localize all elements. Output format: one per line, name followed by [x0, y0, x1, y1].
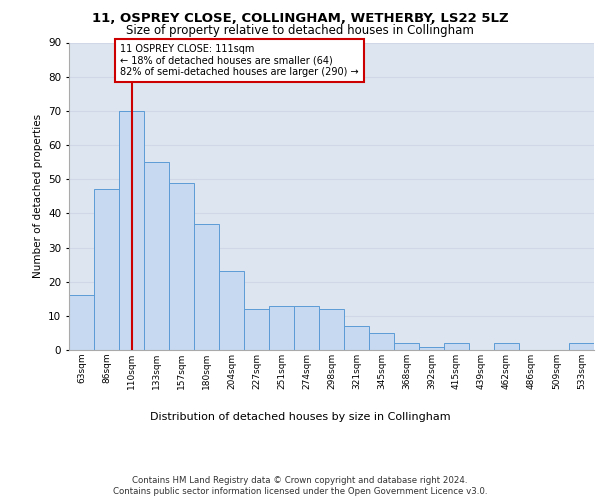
Text: 11, OSPREY CLOSE, COLLINGHAM, WETHERBY, LS22 5LZ: 11, OSPREY CLOSE, COLLINGHAM, WETHERBY, … — [92, 12, 508, 24]
Text: Contains public sector information licensed under the Open Government Licence v3: Contains public sector information licen… — [113, 488, 487, 496]
Bar — [144, 162, 169, 350]
Bar — [319, 309, 344, 350]
Bar — [444, 343, 469, 350]
Y-axis label: Number of detached properties: Number of detached properties — [32, 114, 43, 278]
Bar — [269, 306, 294, 350]
Bar — [569, 343, 594, 350]
Bar — [369, 333, 394, 350]
Bar — [294, 306, 319, 350]
Bar — [69, 296, 94, 350]
Bar — [169, 182, 194, 350]
Bar — [494, 343, 519, 350]
Text: Contains HM Land Registry data © Crown copyright and database right 2024.: Contains HM Land Registry data © Crown c… — [132, 476, 468, 485]
Bar — [219, 272, 244, 350]
Text: Size of property relative to detached houses in Collingham: Size of property relative to detached ho… — [126, 24, 474, 37]
Bar — [194, 224, 219, 350]
Bar — [244, 309, 269, 350]
Text: Distribution of detached houses by size in Collingham: Distribution of detached houses by size … — [149, 412, 451, 422]
Text: 11 OSPREY CLOSE: 111sqm
← 18% of detached houses are smaller (64)
82% of semi-de: 11 OSPREY CLOSE: 111sqm ← 18% of detache… — [120, 44, 359, 78]
Bar — [419, 346, 444, 350]
Bar — [94, 190, 119, 350]
Bar — [119, 111, 144, 350]
Bar — [344, 326, 369, 350]
Bar — [394, 343, 419, 350]
